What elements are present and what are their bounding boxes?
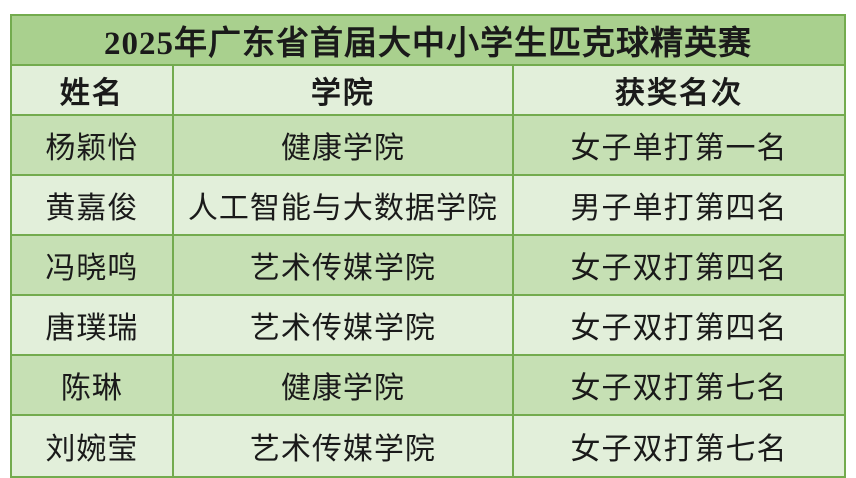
- cell-college: 健康学院: [171, 114, 515, 176]
- table-header-row: 姓名 学院 获奖名次: [10, 64, 846, 116]
- column-header-college: 学院: [171, 64, 515, 116]
- table-title-row: 2025年广东省首届大中小学生匹克球精英赛: [10, 14, 846, 66]
- column-header-name: 姓名: [10, 64, 174, 116]
- cell-name: 黄嘉俊: [10, 174, 174, 236]
- cell-award: 女子双打第四名: [512, 294, 846, 356]
- cell-name: 唐璞瑞: [10, 294, 174, 356]
- cell-name: 冯晓鸣: [10, 234, 174, 296]
- table-row: 冯晓鸣 艺术传媒学院 女子双打第四名: [10, 234, 846, 296]
- table-row: 唐璞瑞 艺术传媒学院 女子双打第四名: [10, 294, 846, 356]
- cell-award: 女子单打第一名: [512, 114, 846, 176]
- cell-college: 艺术传媒学院: [171, 414, 515, 478]
- cell-award: 女子双打第七名: [512, 414, 846, 478]
- table-row: 刘婉莹 艺术传媒学院 女子双打第七名: [10, 414, 846, 478]
- cell-name: 杨颖怡: [10, 114, 174, 176]
- cell-college: 人工智能与大数据学院: [171, 174, 515, 236]
- cell-name: 陈琳: [10, 354, 174, 416]
- cell-college: 艺术传媒学院: [171, 234, 515, 296]
- column-header-award: 获奖名次: [512, 64, 846, 116]
- table-title: 2025年广东省首届大中小学生匹克球精英赛: [10, 14, 846, 66]
- table-row: 陈琳 健康学院 女子双打第七名: [10, 354, 846, 416]
- cell-award: 女子双打第四名: [512, 234, 846, 296]
- cell-college: 艺术传媒学院: [171, 294, 515, 356]
- award-results-table: 2025年广东省首届大中小学生匹克球精英赛 姓名 学院 获奖名次 杨颖怡 健康学…: [10, 14, 846, 478]
- cell-name: 刘婉莹: [10, 414, 174, 478]
- cell-college: 健康学院: [171, 354, 515, 416]
- cell-award: 男子单打第四名: [512, 174, 846, 236]
- cell-award: 女子双打第七名: [512, 354, 846, 416]
- table-row: 黄嘉俊 人工智能与大数据学院 男子单打第四名: [10, 174, 846, 236]
- table-row: 杨颖怡 健康学院 女子单打第一名: [10, 114, 846, 176]
